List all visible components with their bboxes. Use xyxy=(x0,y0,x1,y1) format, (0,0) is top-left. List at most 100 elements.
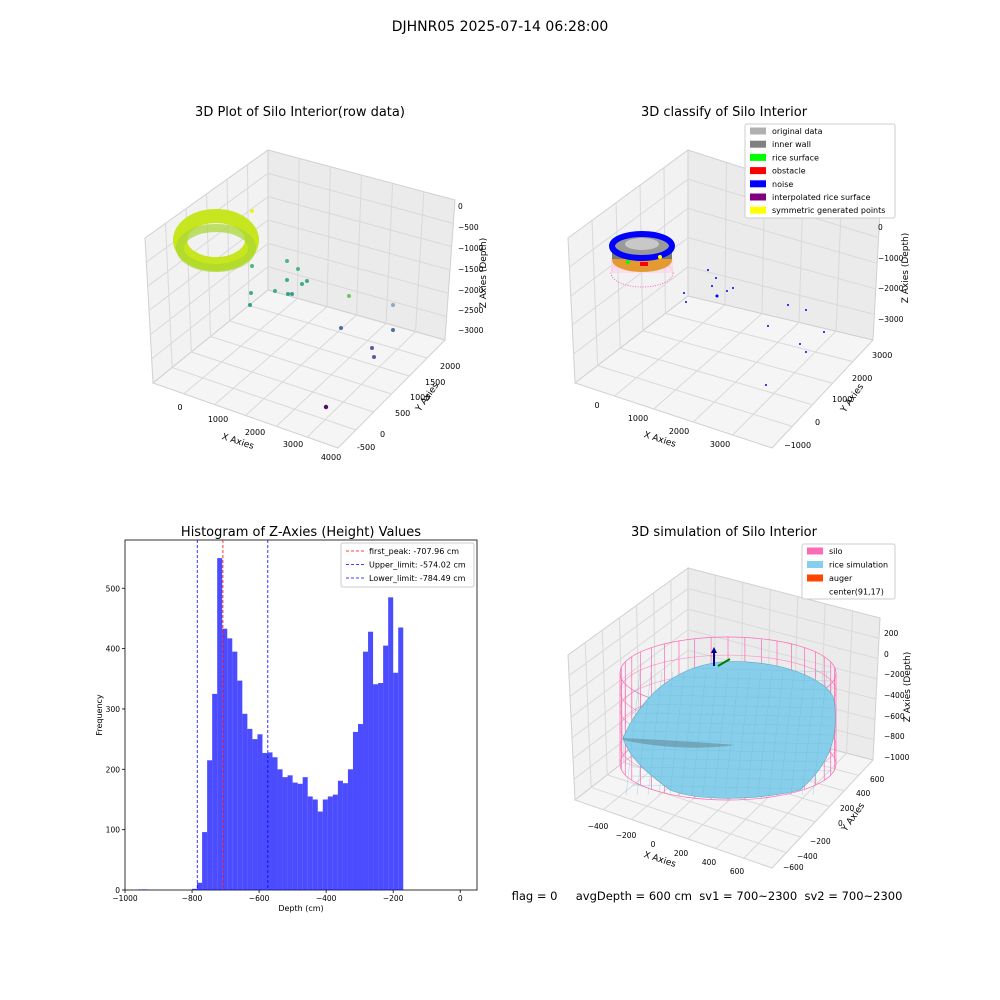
raw-point-cloud xyxy=(173,209,395,410)
simulation-rice-surface xyxy=(622,661,836,799)
classify-legend: original data inner wall rice surface obsta… xyxy=(744,123,896,219)
histogram-bar xyxy=(217,558,223,890)
classify-noise-point xyxy=(767,325,769,327)
classify-z-tick: 0 xyxy=(878,223,883,232)
classify-z-tick: −3000 xyxy=(878,315,904,324)
simulation-x-ticks: −400 −200 0 200 400 600 xyxy=(588,822,745,876)
histogram-bar xyxy=(252,739,258,890)
simulation-x-tick: 600 xyxy=(730,867,745,876)
histogram-y-tick-label: 100 xyxy=(106,826,121,835)
simulation-x-tick: −400 xyxy=(588,822,609,831)
classify-legend-swatch xyxy=(750,193,766,201)
raw-y-tick: 0 xyxy=(380,430,385,439)
grid-line xyxy=(743,752,847,859)
rice-mesh-line xyxy=(779,671,795,796)
simulation-z-ticks: 200 0 −200 −400 −600 −800 −1000 xyxy=(884,629,910,762)
classify-z-tick: −2000 xyxy=(878,284,904,293)
histogram-bar xyxy=(317,811,323,890)
classify-plot-title: 3D classify of Silo Interior xyxy=(641,105,808,120)
histogram-title: Histogram of Z-Axies (Height) Values xyxy=(181,525,421,540)
rice-mesh-line xyxy=(812,671,828,796)
rice-mesh-line xyxy=(790,671,806,796)
histogram-bar xyxy=(363,651,369,890)
grid-line xyxy=(570,629,689,718)
simulation-z-tick: 0 xyxy=(884,650,889,659)
histogram-bar xyxy=(347,769,353,890)
grid-line xyxy=(687,207,878,264)
histogram-legend-label: Upper_limit: -574.02 cm xyxy=(369,561,466,570)
simulation-y-tick: −400 xyxy=(797,852,818,861)
histogram-y-label: Frequency xyxy=(95,694,104,736)
histogram-legend: first_peak: -707.96 cm Upper_limit: -574.… xyxy=(340,542,475,588)
classify-noise-point xyxy=(711,285,713,287)
classify-x-ticks: 0 1000 2000 3000 xyxy=(594,401,730,449)
rice-mesh-line xyxy=(801,671,817,796)
simulation-legend-label: auger xyxy=(829,574,853,583)
grid-line xyxy=(620,347,813,406)
classify-noise-point xyxy=(787,304,789,306)
histogram-bar xyxy=(332,794,338,890)
classify-noise-point xyxy=(726,290,728,292)
raw-z-tick: 0 xyxy=(458,202,463,211)
raw-z-tick: −500 xyxy=(458,223,479,232)
raw-point xyxy=(300,282,304,286)
raw-x-tick: 0 xyxy=(177,403,182,412)
histogram-x-tick-label: −600 xyxy=(249,894,270,903)
histogram-bar xyxy=(342,783,348,890)
classify-x-tick: 0 xyxy=(594,401,599,410)
classify-legend-label: original data xyxy=(772,127,823,136)
raw-point xyxy=(391,328,395,332)
raw-x-tick: 1000 xyxy=(208,415,228,424)
simulation-z-tick: −600 xyxy=(884,712,905,721)
histogram-bar xyxy=(352,731,358,890)
histogram-x-tick-label: −1000 xyxy=(112,894,138,903)
rice-mesh-line xyxy=(631,712,833,718)
rice-mesh-line xyxy=(702,671,718,796)
classify-y-tick: 2000 xyxy=(852,374,872,383)
histogram-x-tick-label: −200 xyxy=(383,894,404,903)
classify-x-tick: 3000 xyxy=(710,440,730,449)
grid-line xyxy=(846,610,854,754)
grid-line xyxy=(732,330,837,436)
raw-point xyxy=(286,292,290,296)
grid-line xyxy=(590,786,787,854)
histogram-legend-label: Lower_limit: -784.49 cm xyxy=(369,574,466,583)
rice-mesh-line xyxy=(724,671,740,796)
rice-mesh-line xyxy=(631,775,818,781)
raw-y-tick: 500 xyxy=(395,409,410,418)
grid-line xyxy=(642,330,833,384)
histogram-bar xyxy=(202,832,208,890)
simulation-y-tick: −600 xyxy=(783,863,804,872)
simulation-rice-shadow xyxy=(623,738,735,748)
grid-line xyxy=(692,322,800,423)
classify-floor-pane xyxy=(573,295,874,449)
grid-line xyxy=(569,178,689,268)
rice-mesh-line xyxy=(680,671,696,796)
raw-point xyxy=(372,355,376,359)
histogram-x-tick-label: −800 xyxy=(182,894,203,903)
simulation-legend-box xyxy=(801,543,896,600)
classify-legend-label: inner wall xyxy=(772,140,811,149)
simulation-auger-marker xyxy=(717,658,731,667)
raw-z-tick: −2500 xyxy=(458,306,484,315)
raw-point xyxy=(296,267,300,271)
classify-noise-point xyxy=(683,292,685,294)
rice-mesh-line xyxy=(735,671,751,796)
grid-line xyxy=(601,630,608,775)
grid-line xyxy=(687,266,875,315)
raw-z-tick: −1000 xyxy=(458,244,484,253)
rice-mesh-line xyxy=(625,671,641,796)
histogram-bar xyxy=(237,680,243,890)
raw-point xyxy=(290,292,294,296)
rice-mesh-line xyxy=(647,671,663,796)
histogram-bar xyxy=(292,782,298,890)
raw-data-3d-plot: 3D Plot of Silo Interior(row data) 0 100… xyxy=(144,105,489,462)
simulation-x-tick: 0 xyxy=(651,840,656,849)
histogram-bar xyxy=(242,713,248,890)
simulation-z-tick: 200 xyxy=(884,629,899,638)
classify-legend-label: noise xyxy=(772,180,793,189)
raw-point xyxy=(305,279,309,283)
histogram-bar xyxy=(312,799,318,890)
simulation-x-tick: 200 xyxy=(674,849,689,858)
grid-line xyxy=(584,642,592,788)
